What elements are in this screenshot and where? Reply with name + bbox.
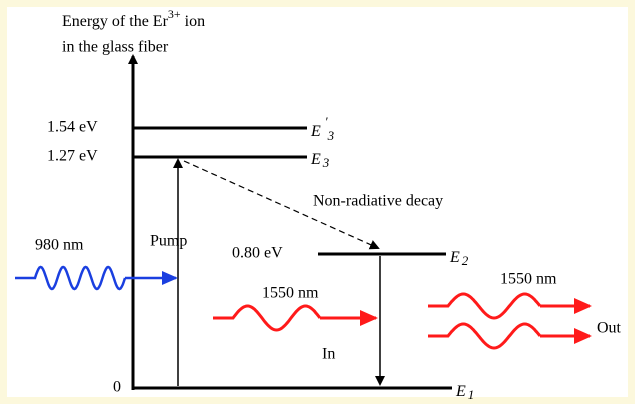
symbol: E bbox=[455, 383, 466, 400]
wavelength-label: 1550 nm bbox=[500, 271, 557, 288]
axis-label: Energy of the Er3+ ion bbox=[62, 7, 205, 30]
pump-label: Pump bbox=[150, 233, 187, 250]
out-label: Out bbox=[597, 320, 622, 337]
decay-arrow bbox=[183, 160, 380, 250]
subscript: 3 bbox=[327, 128, 335, 143]
level-name: E ′3 bbox=[310, 114, 335, 143]
in-label: In bbox=[322, 346, 335, 363]
subscript: 2 bbox=[462, 253, 469, 268]
energy-label: 0.80 eV bbox=[232, 245, 283, 262]
wavelength-label: 1550 nm bbox=[262, 285, 319, 302]
symbol: E bbox=[449, 249, 460, 266]
subscript: 3 bbox=[322, 155, 330, 170]
levels bbox=[133, 126, 452, 390]
axis-label: in the glass fiber bbox=[62, 39, 169, 56]
superscript: 3+ bbox=[168, 7, 181, 21]
prime: ′ bbox=[325, 114, 328, 129]
symbol: E bbox=[310, 151, 321, 168]
panel bbox=[7, 7, 628, 397]
wavelength-label: 980 nm bbox=[35, 237, 84, 254]
photon-wave bbox=[428, 292, 542, 320]
energy-label: 1.54 eV bbox=[47, 119, 98, 136]
energy-label: 1.27 eV bbox=[47, 148, 98, 165]
photon-wave bbox=[213, 304, 322, 332]
subscript: 1 bbox=[468, 387, 475, 402]
decay-label: Non-radiative decay bbox=[313, 193, 443, 210]
photon-wave bbox=[428, 322, 542, 350]
energy-label: 0 bbox=[113, 379, 121, 396]
axis-label-text: ion bbox=[181, 13, 205, 30]
axis-label-text: Energy of the Er bbox=[62, 13, 169, 30]
symbol: E bbox=[310, 123, 321, 140]
waves bbox=[15, 265, 592, 350]
photon-wave bbox=[15, 265, 127, 291]
